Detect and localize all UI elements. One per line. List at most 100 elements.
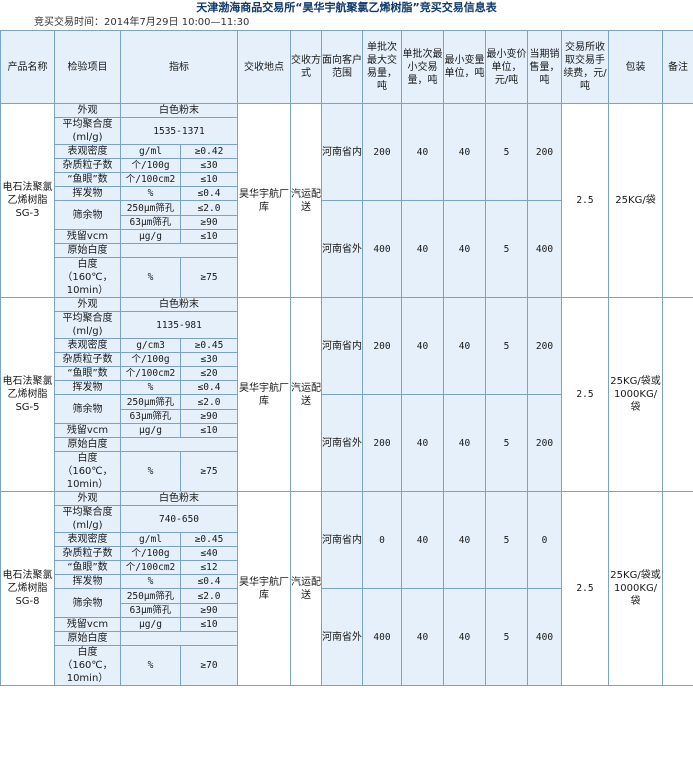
table-row: 表观密度 g/cm3 ≥0.45 <box>1 338 693 353</box>
item-unit: % <box>120 380 181 395</box>
remark <box>662 297 693 492</box>
item-label: 残留vcm <box>54 423 121 438</box>
item-value: ≤20 <box>180 366 238 381</box>
item-label: 杂质粒子数 <box>54 546 121 561</box>
product-name: 电石法聚氯乙烯树脂SG-3 <box>0 103 55 298</box>
table-row: 残留vcm μg/g ≤10 <box>1 229 693 244</box>
item-value: ≥75 <box>180 451 238 492</box>
delivery-method: 汽运配送 <box>290 297 322 492</box>
min-volume: 40 <box>401 491 444 589</box>
remark <box>662 491 693 686</box>
item-value: ≤30 <box>180 158 238 173</box>
item-unit: % <box>120 186 181 201</box>
price-step: 5 <box>485 588 528 686</box>
header-cell: 最小变量单位，吨 <box>443 30 486 104</box>
max-volume: 400 <box>362 200 402 298</box>
min-step: 40 <box>443 297 486 395</box>
product-name: 电石法聚氯乙烯树脂SG-5 <box>0 297 55 492</box>
min-step: 40 <box>443 394 486 492</box>
table-row: “鱼眼”数 个/100cm2 ≤12 <box>1 560 693 575</box>
header-cell: 包装 <box>608 30 663 104</box>
max-volume: 200 <box>362 297 402 395</box>
price-step: 5 <box>485 491 528 589</box>
item-unit: 250μm筛孔 <box>120 394 181 410</box>
item-label: 挥发物 <box>54 186 121 201</box>
item-value: 白色粉末 <box>120 103 238 118</box>
item-label: 表观密度 <box>54 144 121 159</box>
header-cell: 面向客户范围 <box>321 30 363 104</box>
item-value: 1535-1371 <box>120 117 238 145</box>
item-value: ≤30 <box>180 352 238 367</box>
item-value <box>120 243 238 258</box>
item-label: 原始白度 <box>54 243 121 258</box>
item-unit: g/ml <box>120 532 181 547</box>
table-row: “鱼眼”数 个/100cm2 ≤10 <box>1 172 693 187</box>
table-row: 挥发物% ≤0.4 <box>1 380 693 395</box>
table-row: 筛余物 250μm筛孔 ≤2.0 河南省外 400 40 40 5 400 <box>1 588 693 686</box>
item-value: ≥70 <box>180 645 238 686</box>
item-label: 平均聚合度(ml/g) <box>54 505 121 533</box>
customer-range: 河南省内 <box>321 297 363 395</box>
item-label: 外观 <box>54 491 121 506</box>
item-label: 挥发物 <box>54 380 121 395</box>
min-volume: 40 <box>401 588 444 686</box>
delivery-location: 昊华宇航厂库 <box>237 297 291 492</box>
trade-fee: 2.5 <box>561 491 609 686</box>
item-label: 筛余物 <box>54 200 121 230</box>
header-cell: 备注 <box>662 30 693 104</box>
item-unit: g/ml <box>120 144 181 159</box>
item-value: ≤10 <box>180 229 238 244</box>
price-step: 5 <box>485 297 528 395</box>
item-unit: 250μm筛孔 <box>120 200 181 216</box>
min-volume: 40 <box>401 200 444 298</box>
item-label: 表观密度 <box>54 532 121 547</box>
sales-volume: 400 <box>527 588 562 686</box>
max-volume: 200 <box>362 394 402 492</box>
max-volume: 0 <box>362 491 402 589</box>
table-row: 白度（160℃，10min）% ≥70 <box>1 645 693 686</box>
item-value: ≤12 <box>180 560 238 575</box>
table-row: 白度（160℃，10min）% ≥75 <box>1 451 693 492</box>
item-value: 1135-981 <box>120 311 238 339</box>
item-unit: 个/100g <box>120 158 181 173</box>
header-cell: 当期销售量，吨 <box>527 30 562 104</box>
table-row: 筛余物 250μm筛孔 ≤2.0 河南省外 200 40 40 5 200 <box>1 394 693 492</box>
item-value <box>120 631 238 646</box>
sales-volume: 200 <box>527 297 562 395</box>
item-label: 杂质粒子数 <box>54 158 121 173</box>
min-step: 40 <box>443 103 486 201</box>
item-value: ≤0.4 <box>180 380 238 395</box>
item-unit: % <box>120 574 181 589</box>
min-volume: 40 <box>401 297 444 395</box>
item-value: ≤10 <box>180 423 238 438</box>
item-value: ≥0.45 <box>180 532 238 547</box>
product-name: 电石法聚氯乙烯树脂SG-8 <box>0 491 55 686</box>
item-label: 杂质粒子数 <box>54 352 121 367</box>
customer-range: 河南省外 <box>321 394 363 492</box>
item-label: 筛余物 <box>54 394 121 424</box>
item-unit: μg/g <box>120 423 181 438</box>
item-value: 白色粉末 <box>120 491 238 506</box>
sales-volume: 400 <box>527 200 562 298</box>
sales-volume: 200 <box>527 103 562 201</box>
min-step: 40 <box>443 200 486 298</box>
item-label: 外观 <box>54 297 121 312</box>
item-value: ≥90 <box>180 409 238 424</box>
table-row: 残留vcm μg/g ≤10 <box>1 423 693 438</box>
item-label: 平均聚合度(ml/g) <box>54 117 121 145</box>
package: 25KG/袋或1000KG/袋 <box>608 297 663 492</box>
table-row: 63μm筛孔 ≥90 <box>1 409 693 424</box>
item-value: ≤40 <box>180 546 238 561</box>
customer-range: 河南省外 <box>321 588 363 686</box>
table-row: 筛余物 250μm筛孔 ≤2.0 河南省外 400 40 40 5 400 <box>1 200 693 298</box>
item-label: 外观 <box>54 103 121 118</box>
table-row: 电石法聚氯乙烯树脂SG-3 外观 白色粉末 昊华宇航厂库 汽运配送 河南省内 200 40 40… <box>0 103 693 298</box>
header-cell: 产品名称 <box>0 30 55 104</box>
min-step: 40 <box>443 588 486 686</box>
remark <box>662 103 693 298</box>
trade-fee: 2.5 <box>561 297 609 492</box>
delivery-location: 昊华宇航厂库 <box>237 491 291 686</box>
trade-time: 竞买交易时间：2014年7月29日 10:00—11:30 <box>34 17 250 28</box>
item-label: 白度（160℃，10min） <box>54 257 121 298</box>
table-row: 电石法聚氯乙烯树脂SG-8 外观 白色粉末 昊华宇航厂库 汽运配送 河南省内 0 40 40 5 0… <box>0 491 693 686</box>
